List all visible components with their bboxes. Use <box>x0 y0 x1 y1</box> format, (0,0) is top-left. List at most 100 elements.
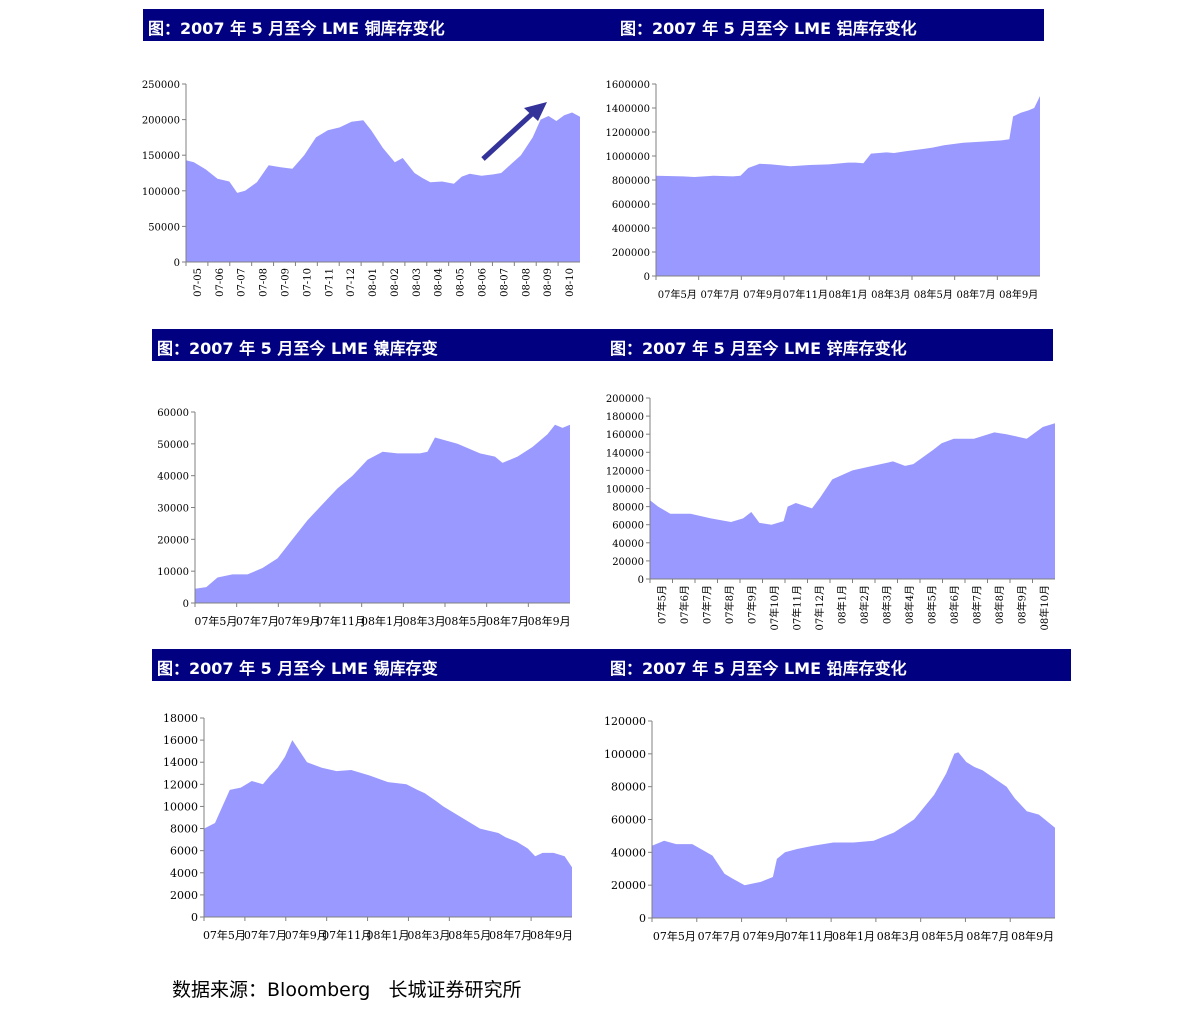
tin-x-tick-label: 08年7月 <box>489 928 532 942</box>
nickel-area-series <box>195 424 570 603</box>
aluminium-chart: 0 200000 400000 600000 800000 1000000 1200000 1… <box>605 80 1040 301</box>
zinc-x-tick-label: 08年1月 <box>835 585 848 624</box>
zinc-x-tick-label: 08年4月 <box>903 585 916 624</box>
zinc-y-tick-label: 100000 <box>606 485 644 496</box>
aluminium-y-tick-label: 1200000 <box>605 128 650 139</box>
nickel-y-tick-label: 40000 <box>157 472 189 483</box>
tin-y-tick-label: 4000 <box>170 867 198 880</box>
lead-x-tick-label: 07年9月 <box>742 929 785 943</box>
nickel-x-tick-label: 08年9月 <box>528 614 571 628</box>
tin-y-tick-label: 14000 <box>163 756 198 769</box>
zinc-y-tick-label: 140000 <box>606 448 644 459</box>
tin-y-tick-label: 2000 <box>170 889 198 902</box>
data-source-note: 数据来源：Bloomberg 长城证券研究所 <box>172 979 522 1001</box>
zinc-y-tick-label: 60000 <box>612 521 644 532</box>
aluminium-y-tick-label: 600000 <box>612 200 650 211</box>
copper-x-tick-label: 07-12 <box>346 268 357 297</box>
aluminium-y-tick-label: 800000 <box>612 176 650 187</box>
zinc-y-tick-label: 80000 <box>612 503 644 514</box>
lead-x-tick-label: 07年7月 <box>698 929 741 943</box>
lead-y-tick-label: 0 <box>639 912 646 925</box>
tin-x-tick-label: 08年1月 <box>367 928 410 942</box>
zinc-x-tick-label: 07年5月 <box>655 585 668 624</box>
tin-x-tick-label: 07年9月 <box>285 928 328 942</box>
copper-y-tick-label: 250000 <box>142 80 180 91</box>
zinc-area-series <box>650 423 1055 579</box>
zinc-y-tick-label: 160000 <box>606 430 644 441</box>
copper-y-tick-label: 200000 <box>142 116 180 127</box>
tin-y-tick-label: 10000 <box>163 800 198 813</box>
copper-x-tick-label: 07-07 <box>237 268 248 297</box>
aluminium-y-tick-label: 1400000 <box>605 104 650 115</box>
nickel-y-tick-label: 10000 <box>157 567 189 578</box>
lead-y-tick-label: 40000 <box>611 846 646 859</box>
upward-arrow-shaft <box>481 111 535 161</box>
chart-title-zinc: 图：2007 年 5 月至今 LME 锌库存变化 <box>610 339 907 358</box>
aluminium-x-tick-label: 08年9月 <box>999 288 1038 301</box>
copper-x-tick-label: 08-01 <box>368 268 379 297</box>
zinc-chart: 0 20000 40000 60000 80000 100000 120000 140000 1… <box>606 394 1055 630</box>
tin-y-tick-label: 0 <box>191 911 198 924</box>
tin-x-tick-label: 08年9月 <box>530 928 573 942</box>
chart-title-aluminium: 图：2007 年 5 月至今 LME 铝库存变化 <box>620 19 917 38</box>
copper-x-tick-label: 07-06 <box>215 268 226 297</box>
header-banner-middle <box>152 329 1053 361</box>
aluminium-x-tick-label: 07年5月 <box>658 288 697 301</box>
aluminium-x-tick-label: 07年9月 <box>743 288 782 301</box>
copper-x-tick-label: 08-08 <box>521 268 532 297</box>
lead-y-tick-label: 60000 <box>611 814 646 827</box>
nickel-x-tick-label: 08年5月 <box>444 614 487 628</box>
zinc-x-tick-label: 08年9月 <box>1015 585 1028 624</box>
zinc-x-tick-label: 07年7月 <box>700 585 713 624</box>
tin-x-tick-label: 07年11月 <box>322 928 372 942</box>
nickel-x-tick-label: 07年11月 <box>316 614 366 628</box>
header-banner-top <box>143 9 1044 41</box>
copper-x-tick-label: 08-05 <box>456 268 467 297</box>
zinc-x-tick-label: 07年10月 <box>768 585 781 630</box>
tin-x-tick-label: 08年5月 <box>448 928 491 942</box>
aluminium-y-tick-label: 1600000 <box>605 80 650 91</box>
copper-area-series <box>186 112 580 262</box>
copper-chart: 0 50000 100000 150000 200000 250000 07-05 07-06… <box>142 80 580 297</box>
nickel-x-tick-label: 07年9月 <box>278 614 321 628</box>
tin-x-tick-label: 07年5月 <box>203 928 246 942</box>
lead-x-tick-label: 08年3月 <box>877 929 920 943</box>
zinc-y-tick-label: 40000 <box>612 539 644 550</box>
chart-title-nickel: 图：2007 年 5 月至今 LME 镍库存变 <box>157 339 438 358</box>
nickel-x-tick-label: 08年1月 <box>361 614 404 628</box>
aluminium-x-tick-label: 07年11月 <box>783 288 828 301</box>
nickel-x-tick-label: 08年7月 <box>486 614 529 628</box>
zinc-x-tick-label: 08年6月 <box>948 585 961 624</box>
lead-y-tick-label: 120000 <box>604 715 646 728</box>
aluminium-x-tick-label: 08年3月 <box>871 288 910 301</box>
lead-x-tick-label: 08年1月 <box>832 929 875 943</box>
tin-y-tick-label: 12000 <box>163 778 198 791</box>
zinc-x-tick-label: 07年11月 <box>790 585 803 630</box>
zinc-x-tick-label: 08年3月 <box>880 585 893 624</box>
nickel-x-tick-label: 07年7月 <box>236 614 279 628</box>
nickel-y-tick-label: 60000 <box>157 408 189 419</box>
copper-y-tick-label: 50000 <box>148 222 180 233</box>
zinc-y-tick-label: 200000 <box>606 394 644 405</box>
tin-y-tick-label: 6000 <box>170 845 198 858</box>
aluminium-x-tick-label: 08年7月 <box>956 288 995 301</box>
chart-title-copper: 图：2007 年 5 月至今 LME 铜库存变化 <box>148 19 445 38</box>
copper-x-tick-label: 07-08 <box>259 268 270 297</box>
tin-y-tick-label: 18000 <box>163 712 198 725</box>
upward-arrow-head <box>524 102 547 121</box>
zinc-x-tick-label: 07年6月 <box>678 585 691 624</box>
lead-y-tick-label: 100000 <box>604 748 646 761</box>
tin-chart: 0 2000 4000 6000 8000 10000 12000 14000 16000 180… <box>163 712 573 942</box>
zinc-x-tick-label: 07年12月 <box>813 585 826 630</box>
copper-x-tick-label: 08-02 <box>390 268 401 297</box>
nickel-x-tick-label: 08年3月 <box>403 614 446 628</box>
zinc-y-tick-label: 180000 <box>606 412 644 423</box>
zinc-x-tick-label: 07年9月 <box>745 585 758 624</box>
zinc-y-tick-label: 20000 <box>612 557 644 568</box>
zinc-x-tick-label: 08年8月 <box>993 585 1006 624</box>
aluminium-x-tick-label: 08年1月 <box>828 288 867 301</box>
nickel-y-tick-label: 30000 <box>157 504 189 515</box>
lead-x-tick-label: 08年9月 <box>1011 929 1054 943</box>
